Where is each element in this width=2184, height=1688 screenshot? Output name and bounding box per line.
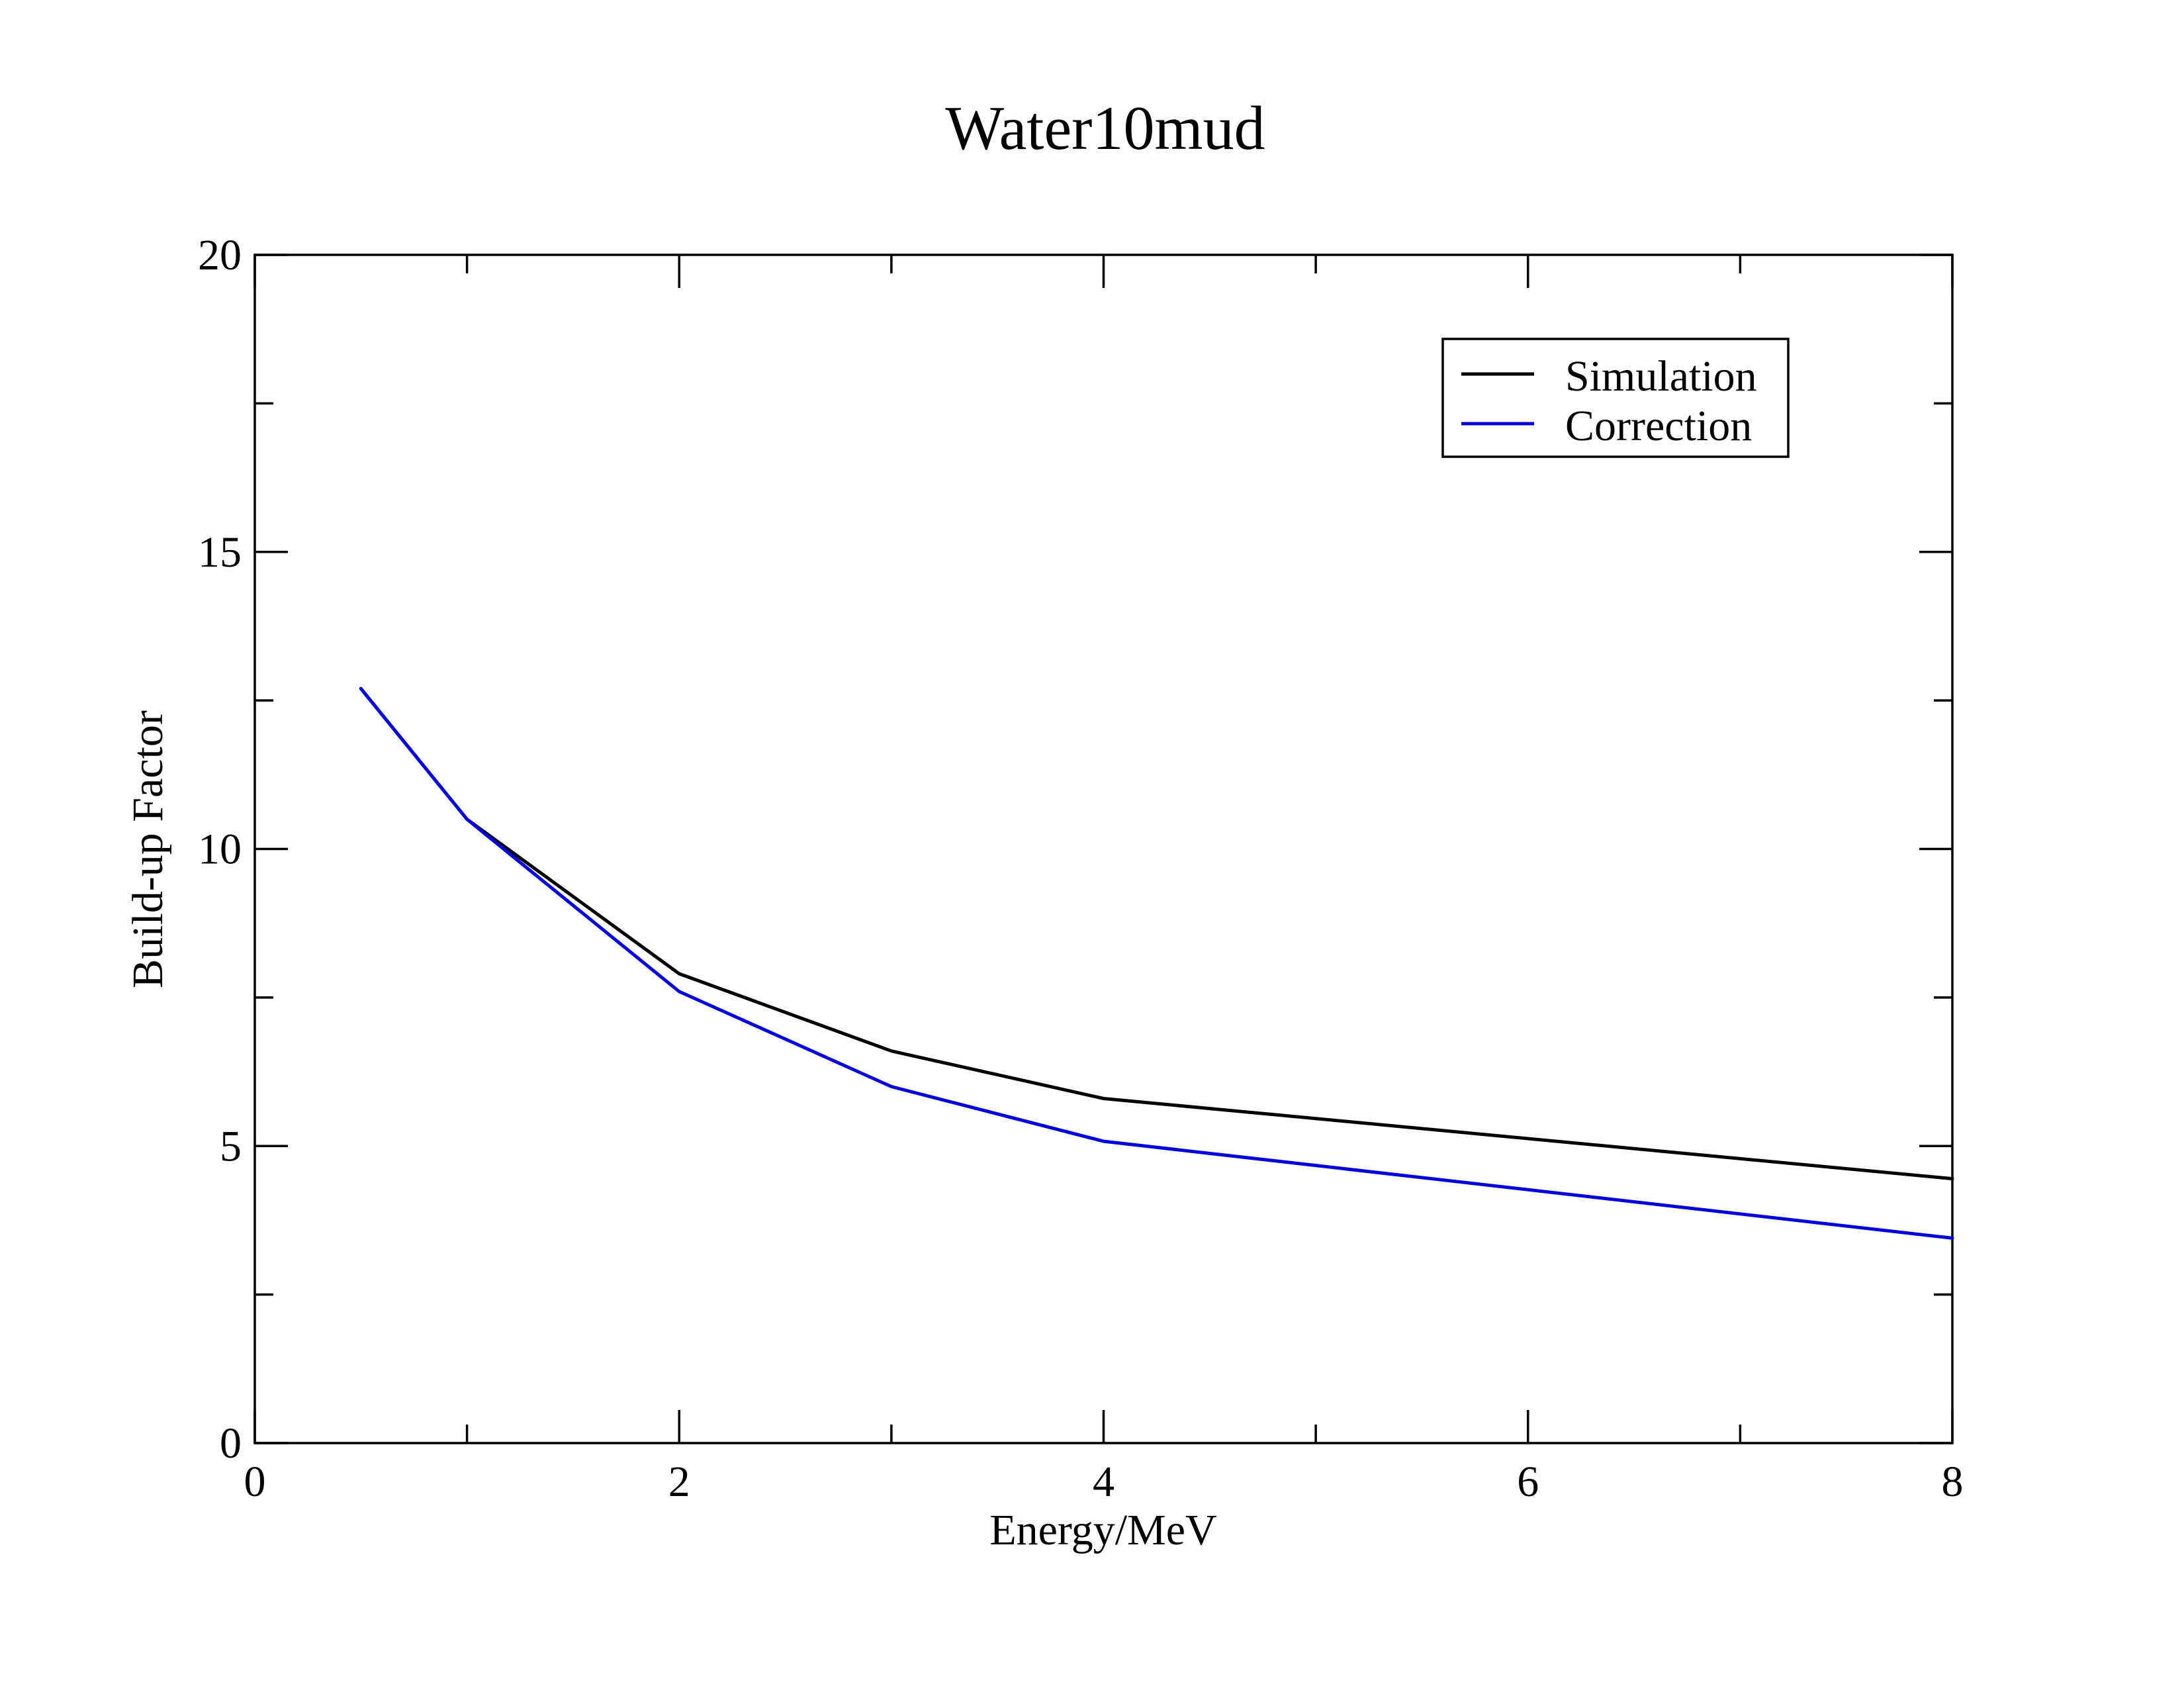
axis-tick-labels: 0 2 4 6 8 0 5 10 15 20 — [198, 231, 1964, 1506]
legend-label-simulation: Simulation — [1565, 352, 1757, 400]
y-tick-label: 0 — [220, 1419, 242, 1468]
y-tick-label: 5 — [220, 1122, 242, 1170]
y-tick-label: 10 — [198, 825, 242, 874]
x-tick-label: 4 — [1093, 1458, 1115, 1506]
x-axis-label: Energy/MeV — [989, 1506, 1216, 1554]
series-lines — [359, 686, 1954, 1240]
legend: Simulation Correction — [1441, 338, 1790, 458]
x-tick-label: 6 — [1517, 1458, 1539, 1506]
axis-ticks — [253, 254, 1954, 1444]
x-tick-label: 2 — [668, 1458, 690, 1506]
y-tick-label: 20 — [198, 231, 242, 279]
series-line-correction — [359, 686, 1954, 1240]
y-axis-label: Build-up Factor — [124, 710, 172, 988]
x-tick-label: 0 — [244, 1458, 266, 1506]
legend-label-correction: Correction — [1565, 402, 1752, 450]
x-tick-label: 8 — [1942, 1458, 1964, 1506]
legend-box — [1441, 338, 1790, 458]
chart-title: Water10mud — [945, 94, 1265, 163]
series-line-simulation — [359, 686, 1954, 1181]
y-tick-label: 15 — [198, 528, 242, 577]
